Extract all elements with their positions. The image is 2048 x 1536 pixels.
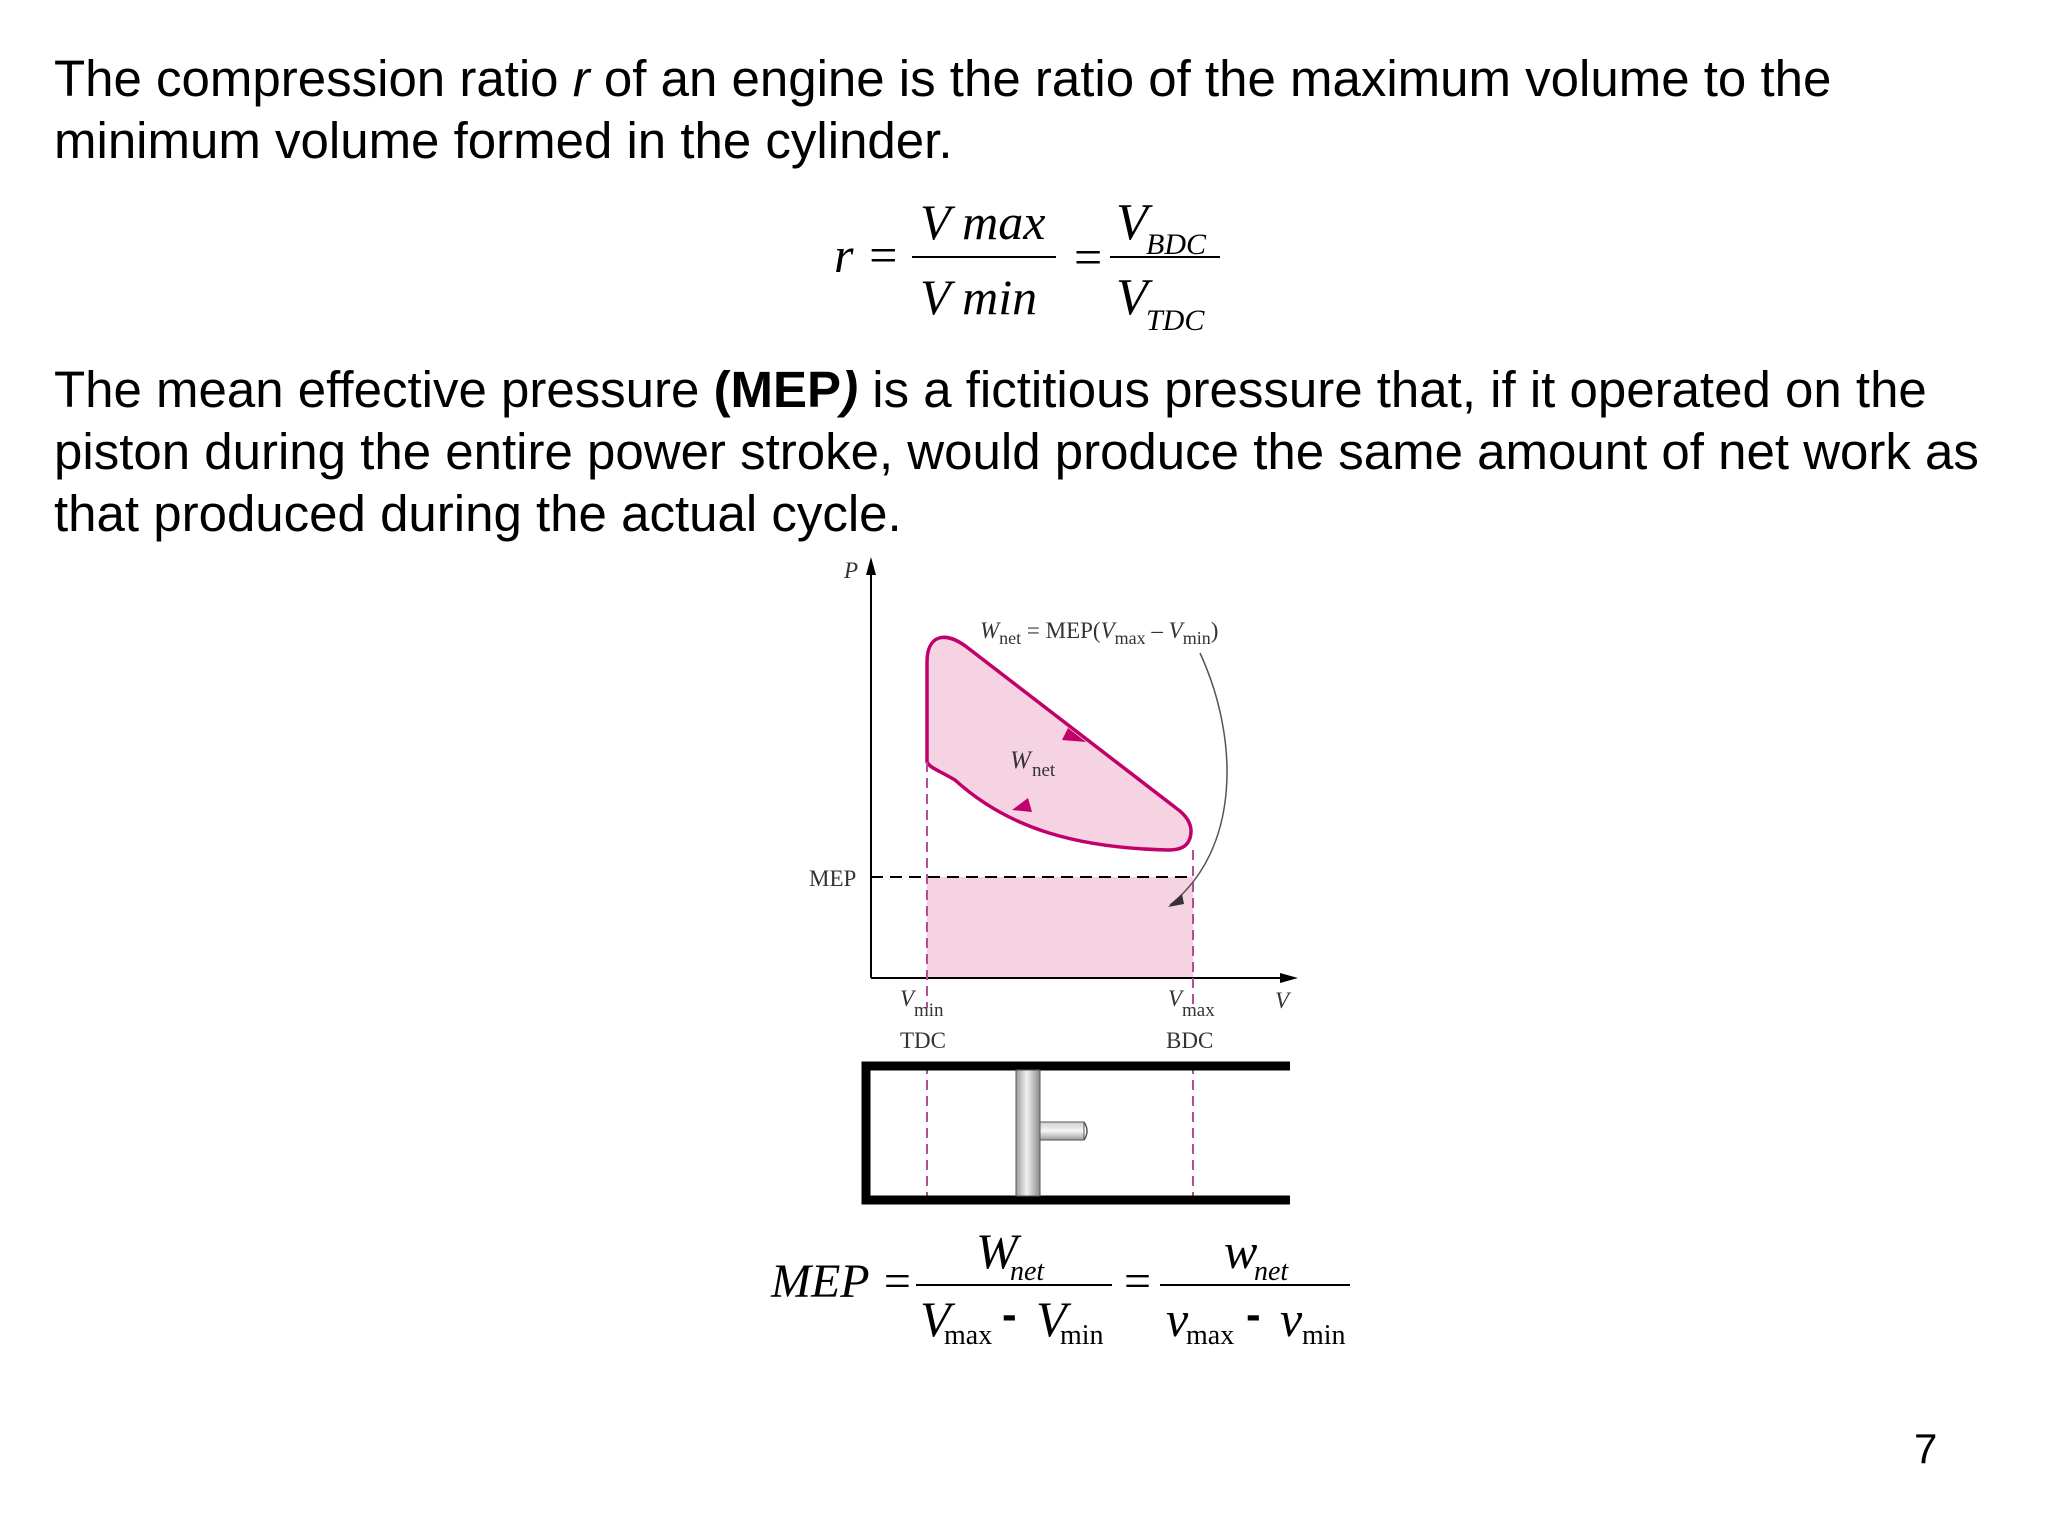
annot-v2: V	[1169, 618, 1186, 643]
para1-text-pre: The compression ratio	[54, 50, 573, 107]
annot-mid: = MEP(	[1021, 618, 1100, 643]
eq2-den1-a: V	[920, 1291, 951, 1347]
eq1-den1-text: V min	[920, 269, 1038, 325]
eq1-fraction-line-1	[912, 256, 1056, 258]
arrow-expansion-icon	[1062, 728, 1086, 742]
arrow-compression-icon	[1012, 798, 1032, 812]
cycle-loop-curve	[925, 635, 1193, 852]
eq2-den1-minus: -	[1002, 1290, 1017, 1339]
eq2-equals: =	[1124, 1255, 1152, 1308]
piston-rod-end	[1083, 1121, 1088, 1141]
eq2-den2-a: v	[1166, 1291, 1189, 1347]
eq1-num2-base: V	[1116, 194, 1148, 251]
eq1-equals: =	[1074, 229, 1103, 285]
eq2-fraction-line-2	[1160, 1284, 1350, 1286]
paragraph-compression-ratio: The compression ratio r of an engine is …	[54, 48, 2014, 172]
tdc-label: TDC	[900, 1028, 946, 1053]
para2-bold-mep: (MEP	[713, 361, 842, 418]
annot-max: max	[1115, 628, 1146, 648]
eq2-lhs: MEP =	[771, 1255, 914, 1308]
vmin-label-base: V	[900, 986, 917, 1011]
eq1-num1-text: V max	[920, 194, 1046, 250]
eq2-den1-b-sub: min	[1060, 1320, 1104, 1351]
eq2-den2-minus: -	[1246, 1290, 1261, 1339]
eq2-den2-a-sub: max	[1186, 1320, 1235, 1351]
eq1-den1: V min	[920, 268, 1037, 326]
annotation-equation: Wnet = MEP(Vmax – Vmin)	[980, 618, 1218, 648]
para1-text-post: of an engine is the ratio of the maximum…	[54, 50, 1832, 169]
annotation-leader-line	[1169, 652, 1228, 906]
wnet-label-sub: net	[1032, 760, 1056, 781]
para2-paren: )	[841, 361, 859, 418]
mep-label: MEP	[809, 866, 856, 891]
v-axis-label: V	[1275, 988, 1292, 1013]
cylinder-wall	[861, 1061, 1290, 1205]
mep-area-rect	[927, 877, 1193, 977]
eq2-num1-sub: net	[1010, 1256, 1045, 1287]
annot-min: min	[1183, 628, 1211, 648]
annotation-arrow-icon	[1168, 894, 1184, 907]
vmax-label-sub: max	[1182, 1000, 1215, 1021]
annot-close: )	[1211, 618, 1219, 643]
annot-w: W	[980, 618, 1001, 643]
eq2-num2-sub: net	[1254, 1256, 1289, 1287]
eq2-den2-b: v	[1280, 1291, 1303, 1347]
annot-minus: –	[1146, 618, 1169, 643]
para1-var-r: r	[572, 50, 590, 107]
annot-net: net	[999, 628, 1021, 648]
eq2-den1-b: V	[1036, 1291, 1067, 1347]
page-number: 7	[1914, 1425, 1938, 1472]
eq2-fraction-line-1	[916, 1284, 1112, 1286]
eq1-fraction-line-2	[1110, 256, 1220, 258]
eq1-den2-sub: TDC	[1146, 304, 1205, 337]
eq1-den2-base: V	[1116, 269, 1148, 326]
eq2-num1-base: W	[976, 1223, 1018, 1279]
bdc-label: BDC	[1166, 1028, 1213, 1053]
vmax-label-base: V	[1168, 986, 1185, 1011]
eq1-lhs: r =	[834, 227, 900, 283]
annot-v1: V	[1101, 618, 1118, 643]
v-axis-arrow-icon	[1280, 973, 1298, 983]
eq1-num2-sub: BDC	[1146, 228, 1206, 261]
eq2-num2-base: w	[1224, 1223, 1258, 1279]
p-axis-arrow-icon	[866, 557, 876, 575]
piston-head	[1015, 1069, 1041, 1197]
p-axis-label: P	[843, 558, 858, 583]
eq2-den2-b-sub: min	[1302, 1320, 1346, 1351]
paragraph-mep-definition: The mean effective pressure (MEP) is a f…	[54, 359, 2014, 545]
eq1-num1: V max	[920, 193, 1045, 251]
vmin-label-sub: min	[914, 1000, 944, 1021]
para2-text-pre: The mean effective pressure	[54, 361, 714, 418]
eq2-den1-a-sub: max	[944, 1320, 993, 1351]
piston-rod	[1039, 1121, 1085, 1141]
wnet-label-base: W	[1010, 747, 1033, 774]
para2-text-post: is a fictitious pressure that, if it ope…	[54, 361, 1979, 542]
